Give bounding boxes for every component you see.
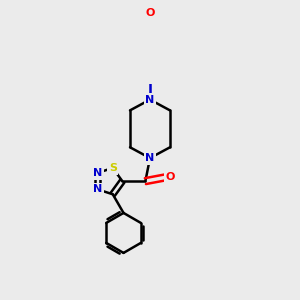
Text: N: N <box>93 168 102 178</box>
Text: O: O <box>165 172 175 182</box>
Text: N: N <box>146 153 154 163</box>
Text: O: O <box>145 8 155 19</box>
Text: N: N <box>93 184 102 194</box>
Text: S: S <box>109 163 117 173</box>
Text: N: N <box>146 94 154 105</box>
